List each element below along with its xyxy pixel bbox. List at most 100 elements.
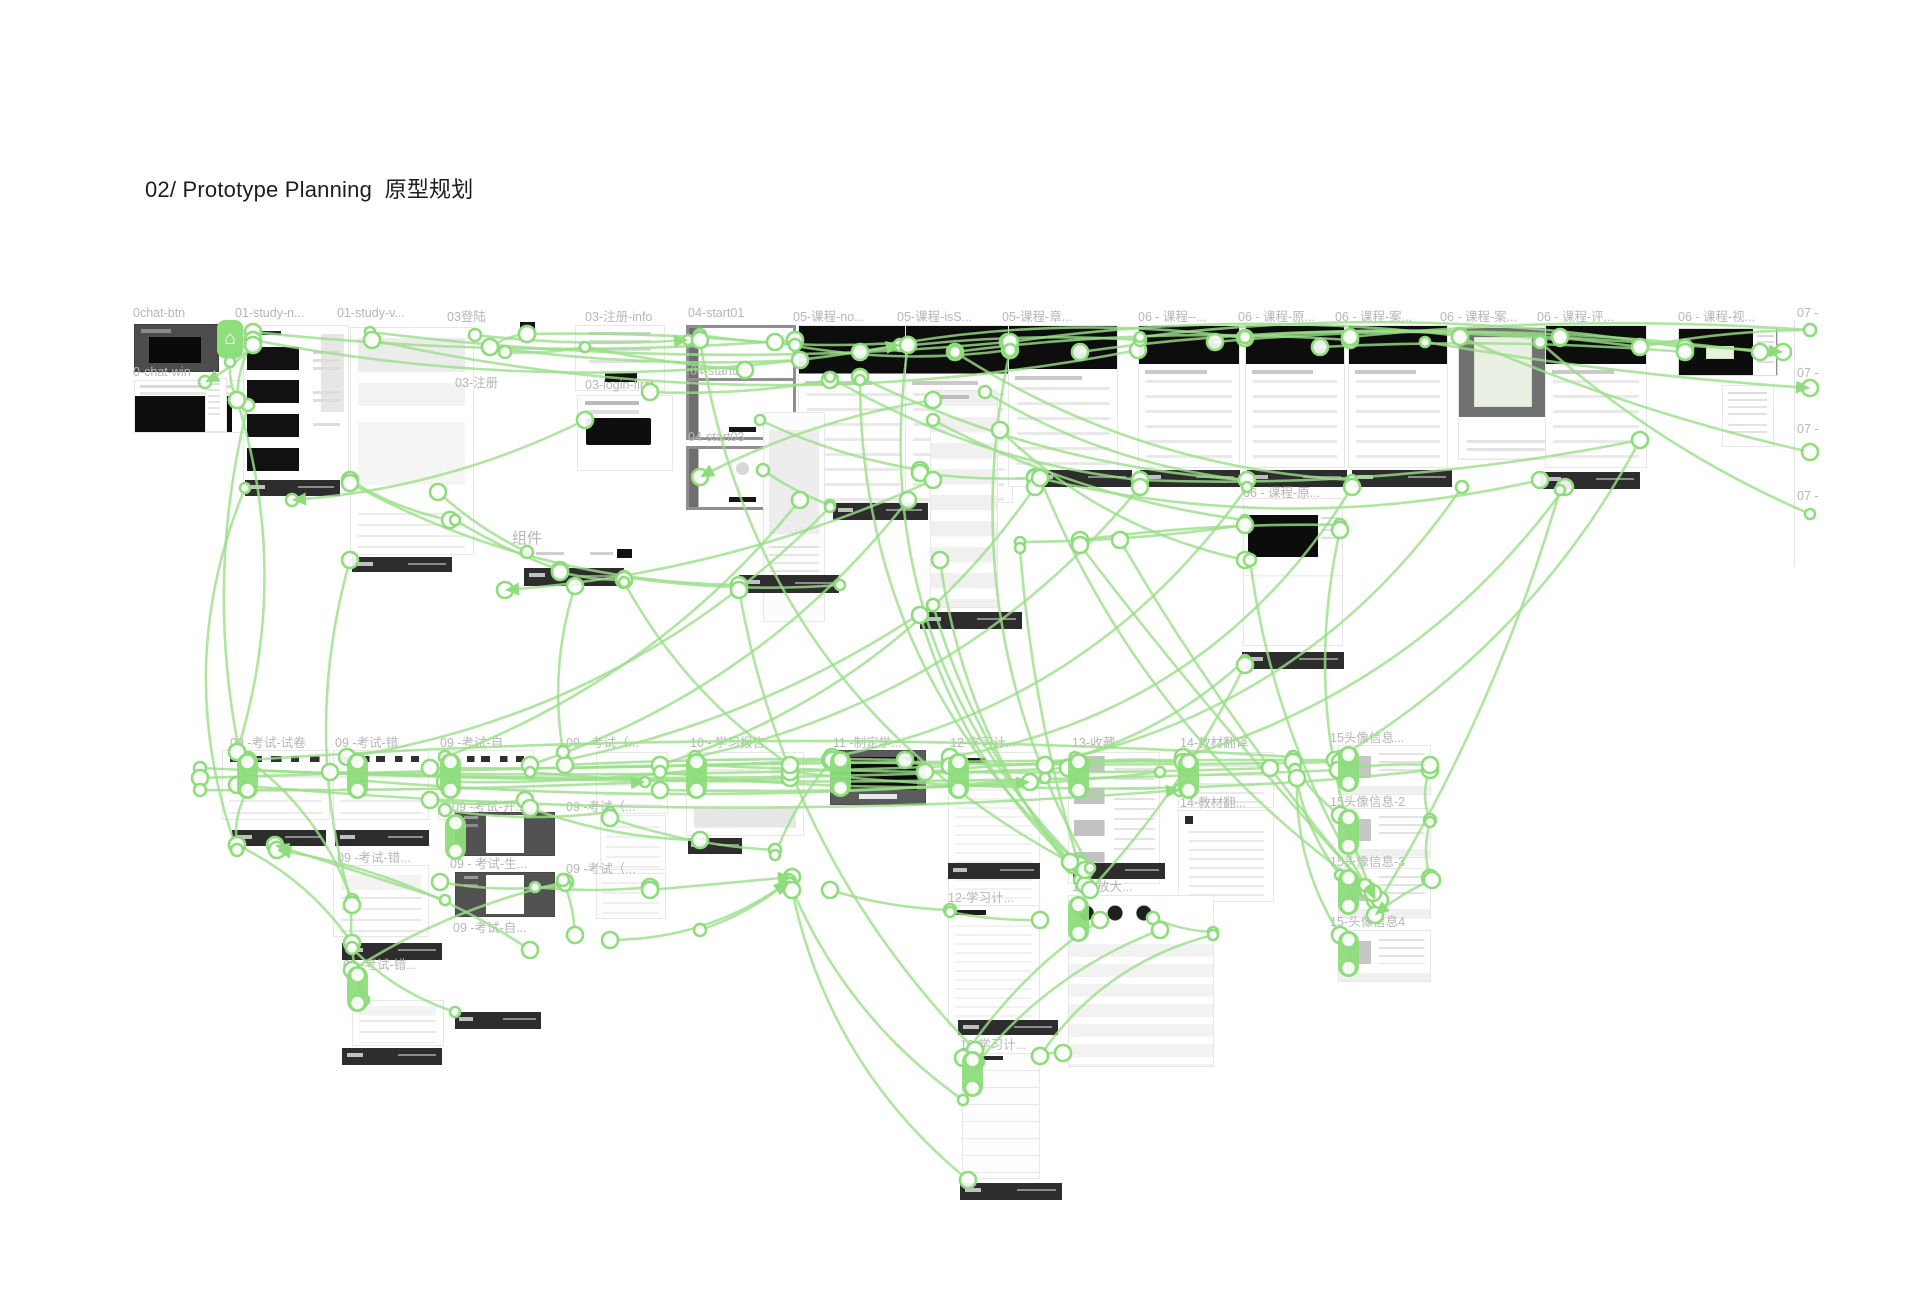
frame-thumbnail-exam[interactable] [222, 750, 330, 820]
connection-node[interactable] [1070, 530, 1090, 550]
frame-label[interactable]: 09 -考试-错... [335, 736, 409, 750]
prototype-connection[interactable] [830, 485, 1249, 759]
frame-thumbnail-course[interactable] [1138, 325, 1240, 468]
connection-node[interactable] [768, 848, 782, 862]
frame-label[interactable]: 03-注册-info [585, 310, 653, 324]
connection-node[interactable] [1285, 749, 1301, 765]
frame-label[interactable]: 09 -考试-自... [453, 921, 527, 935]
frame-thumbnail-navbar[interactable] [455, 1012, 541, 1029]
frame-label[interactable]: 14-教材翻译 [1180, 736, 1249, 750]
prototype-connection[interactable] [503, 345, 587, 354]
prototype-connection[interactable] [648, 875, 794, 892]
frame-thumbnail-navbar[interactable] [245, 480, 340, 496]
connection-node[interactable] [480, 337, 500, 357]
frame-thumbnail-formtall[interactable] [962, 1053, 1040, 1179]
frame-label[interactable]: 06 - 课程-案... [1440, 310, 1518, 324]
frame-label[interactable]: 15头像信息-2 [1330, 795, 1406, 809]
prototype-connection[interactable] [443, 498, 802, 759]
connection-node[interactable] [600, 930, 620, 950]
frame-label[interactable]: 07 - [1797, 366, 1819, 380]
frame-thumbnail-navbar[interactable] [335, 830, 429, 846]
frame-label[interactable]: 09 -考试（... [566, 800, 636, 814]
frame-label[interactable]: 09 -考试-试卷 [230, 736, 306, 750]
frame-thumbnail-navbar[interactable] [1140, 470, 1240, 487]
connection-node[interactable] [692, 922, 708, 938]
frame-label[interactable]: 12-学习计... [960, 1038, 1026, 1052]
connection-node[interactable] [223, 355, 237, 369]
home-button-component[interactable]: ⌂ [217, 320, 243, 358]
connection-node[interactable] [1110, 530, 1130, 550]
frame-thumbnail-exam[interactable] [333, 750, 429, 820]
frame-thumbnail-videolist[interactable] [243, 325, 349, 483]
frame-thumbnail-iconsgrid[interactable] [1068, 895, 1214, 1067]
frame-thumbnail-navbar[interactable] [948, 863, 1040, 879]
prototype-connection[interactable] [488, 332, 529, 349]
frame-thumbnail-navbar[interactable] [1540, 472, 1640, 489]
connection-node[interactable] [1038, 771, 1052, 785]
connection-node[interactable] [1287, 762, 1303, 778]
frame-label[interactable]: 0chat-btn [133, 306, 186, 320]
connection-node[interactable] [782, 880, 802, 900]
frame-thumbnail-course[interactable] [1008, 325, 1118, 487]
connection-node[interactable] [778, 872, 798, 892]
connection-node[interactable] [767, 842, 783, 858]
connection-node[interactable] [555, 755, 575, 775]
frame-label[interactable]: 13-收藏 [1072, 736, 1116, 750]
frame-thumbnail-examform[interactable] [352, 1000, 444, 1046]
frame-thumbnail-navbar[interactable] [352, 557, 452, 572]
frame-label[interactable]: 09 - 考试-生... [450, 857, 528, 871]
connection-node[interactable] [480, 337, 500, 357]
connection-node[interactable] [1070, 535, 1090, 555]
frame-label[interactable]: 09 -考试-错... [343, 958, 417, 972]
frame-thumbnail-article[interactable] [350, 327, 474, 555]
frame-thumbnail-compline[interactable] [590, 549, 632, 559]
frame-label[interactable]: 05-课程-isS... [897, 310, 973, 324]
connection-node[interactable] [520, 940, 540, 960]
frame-label[interactable]: 13 - 放大... [1072, 880, 1133, 894]
frame-label[interactable]: 06 - 课程-视... [1678, 310, 1756, 324]
frame-thumbnail-phonedark[interactable] [455, 812, 555, 856]
frame-label[interactable]: 03-login-first [585, 378, 654, 392]
frame-thumbnail-login[interactable] [577, 395, 673, 471]
connection-node[interactable] [782, 867, 802, 887]
frame-thumbnail-navbar[interactable] [920, 612, 1022, 629]
frame-thumbnail-navbar[interactable] [524, 568, 624, 586]
frame-label[interactable]: 12-学习计... [948, 891, 1014, 905]
frame-label[interactable]: 14-教材翻... [1180, 796, 1246, 810]
frame-label[interactable]: 04-start03 [688, 430, 745, 444]
prototype-connection[interactable] [828, 888, 952, 912]
prototype-connection[interactable] [1181, 485, 1567, 759]
frame-thumbnail-player[interactable] [830, 750, 926, 805]
prototype-connection[interactable] [1018, 523, 1247, 544]
frame-thumbnail-course[interactable] [1245, 325, 1345, 468]
connection-node[interactable] [820, 880, 840, 900]
frame-label[interactable]: 06 - 课程-评... [1537, 310, 1615, 324]
connection-node[interactable] [1013, 541, 1027, 555]
frame-label[interactable]: 04-start02 [690, 364, 747, 378]
frame-thumbnail-chatwin[interactable] [134, 380, 254, 433]
frame-thumbnail-planlist[interactable] [948, 905, 1040, 1027]
frame-label[interactable]: 07 - [1797, 489, 1819, 503]
connection-node[interactable] [1802, 322, 1818, 338]
connection-node[interactable] [1803, 507, 1817, 521]
prototype-connection[interactable] [788, 882, 965, 1102]
frame-label[interactable]: 09 -考试-自... [440, 736, 514, 750]
frame-thumbnail-phonedark[interactable] [455, 872, 555, 917]
frame-label[interactable]: 05-课程-章... [1002, 310, 1073, 324]
prototype-connection[interactable] [556, 584, 577, 754]
frame-label[interactable]: 01-study-n... [235, 306, 305, 320]
frame-label[interactable]: 06 - 课程--... [1138, 310, 1207, 324]
frame-thumbnail-navbar[interactable] [342, 1048, 442, 1065]
connection-node[interactable] [430, 872, 450, 892]
frame-label[interactable]: 03登陆 [447, 310, 486, 324]
connection-node[interactable] [558, 753, 572, 767]
frame-thumbnail-navbar[interactable] [1242, 652, 1344, 669]
connection-node[interactable] [1283, 752, 1303, 772]
frame-label[interactable]: 15-头像信息4 [1330, 915, 1406, 929]
frame-thumbnail-dash[interactable] [520, 322, 535, 330]
connection-node[interactable] [783, 873, 797, 887]
prototype-connection[interactable] [693, 485, 1142, 759]
frame-label[interactable]: 09 -考试-开... [452, 800, 526, 814]
frame-label[interactable]: 06 - 课程-原... [1238, 310, 1316, 324]
